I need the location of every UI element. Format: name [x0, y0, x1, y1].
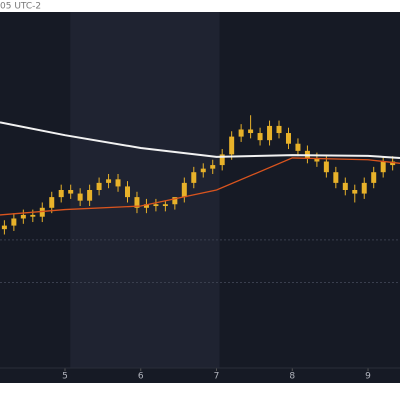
x-tick-label: 8 [289, 372, 295, 382]
candle-body [191, 172, 197, 183]
timezone-label: 05 UTC-2 [0, 2, 41, 12]
candle-body [125, 186, 130, 198]
x-tick-label: 9 [365, 372, 371, 382]
candle-body [200, 168, 206, 173]
candle-body [210, 165, 216, 169]
moving-average [0, 121, 400, 159]
candle-body [267, 125, 273, 141]
candle-body [153, 204, 159, 207]
x-tick-label: 5 [62, 372, 68, 382]
candle-body [58, 190, 64, 198]
candle-body [39, 207, 45, 217]
candle-body [20, 214, 26, 219]
candle-body [371, 172, 377, 183]
candle-body [342, 182, 348, 190]
candle-body [295, 143, 301, 151]
candle-body [390, 161, 396, 166]
candle-body [276, 125, 282, 134]
candle-body [30, 214, 36, 217]
candle-body [11, 218, 17, 226]
candle-body [333, 172, 339, 183]
x-tick-label: 6 [138, 372, 144, 382]
candle-body [115, 179, 121, 187]
candle-body [162, 204, 168, 207]
candle-body [257, 133, 263, 141]
candle-body [285, 133, 291, 144]
candle-body [238, 129, 244, 137]
candle-body [172, 197, 178, 205]
x-tick-label: 7 [214, 372, 220, 382]
candle-body [77, 193, 83, 201]
candle-body [143, 204, 149, 208]
candle-body [229, 136, 235, 155]
candle-body [87, 190, 93, 201]
candle-body [380, 161, 386, 173]
candle-body [361, 182, 367, 194]
candle-body [352, 190, 358, 194]
candle-body [49, 197, 55, 208]
candle-body [248, 129, 254, 134]
candle-body [1, 225, 7, 230]
candle-body [181, 182, 187, 198]
candle-body [106, 179, 112, 183]
candle-body [314, 157, 320, 162]
candle-body [323, 161, 329, 173]
moving-average [0, 157, 400, 216]
session-band [70, 12, 220, 368]
candle-body [134, 197, 140, 208]
candle-body [219, 154, 225, 166]
candle-body [68, 190, 74, 194]
candle-body [96, 182, 102, 190]
